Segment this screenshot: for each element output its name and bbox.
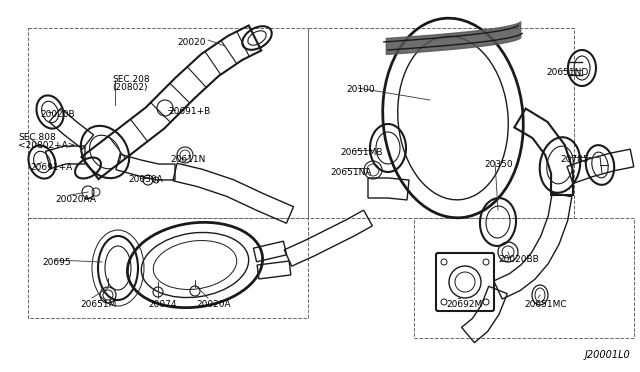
Text: J20001L0: J20001L0 — [584, 350, 630, 360]
Text: 20611N: 20611N — [170, 155, 205, 164]
Text: 20020A: 20020A — [196, 300, 230, 309]
Text: <20802+A>: <20802+A> — [18, 141, 76, 150]
Text: 20785: 20785 — [560, 155, 589, 164]
Text: (20802): (20802) — [112, 83, 147, 92]
Text: 20020B: 20020B — [40, 110, 75, 119]
Text: 20350: 20350 — [484, 160, 513, 169]
Text: 20651MB: 20651MB — [340, 148, 383, 157]
Text: 20691+B: 20691+B — [168, 107, 211, 116]
Text: 20020BB: 20020BB — [498, 255, 539, 264]
Text: 20651NA: 20651NA — [330, 168, 371, 177]
Text: 20100: 20100 — [346, 85, 374, 94]
Text: 20691+A: 20691+A — [30, 163, 72, 172]
Text: 20074: 20074 — [148, 300, 177, 309]
Text: 20020: 20020 — [178, 38, 206, 47]
Text: 20030A: 20030A — [128, 175, 163, 184]
Text: SEC.808: SEC.808 — [18, 133, 56, 142]
Text: 20651ND: 20651ND — [546, 68, 588, 77]
Text: 20020AA: 20020AA — [55, 195, 96, 204]
Text: 20695: 20695 — [42, 258, 70, 267]
Text: SEC.208: SEC.208 — [112, 75, 150, 84]
Text: 20692M: 20692M — [446, 300, 483, 309]
Text: 20651MC: 20651MC — [524, 300, 566, 309]
Text: 20651M: 20651M — [80, 300, 116, 309]
